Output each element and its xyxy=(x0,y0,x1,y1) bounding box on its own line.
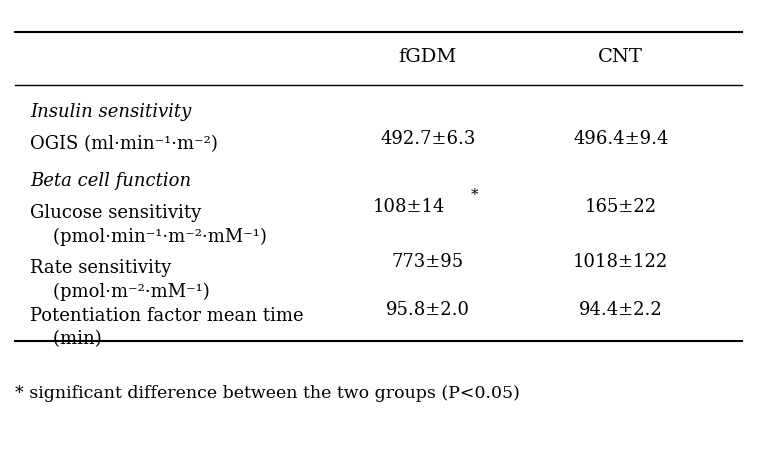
Text: 94.4±2.2: 94.4±2.2 xyxy=(579,301,662,319)
Text: 1018±122: 1018±122 xyxy=(573,253,668,271)
Text: 165±22: 165±22 xyxy=(584,198,657,216)
Text: 496.4±9.4: 496.4±9.4 xyxy=(573,130,668,147)
Text: OGIS (ml·min⁻¹·m⁻²): OGIS (ml·min⁻¹·m⁻²) xyxy=(30,135,218,153)
Text: 95.8±2.0: 95.8±2.0 xyxy=(386,301,469,319)
Text: 108±14: 108±14 xyxy=(372,198,445,216)
Text: 492.7±6.3: 492.7±6.3 xyxy=(380,130,475,147)
Text: CNT: CNT xyxy=(598,48,643,66)
Text: Insulin sensitivity: Insulin sensitivity xyxy=(30,103,192,121)
Text: 773±95: 773±95 xyxy=(391,253,464,271)
Text: * significant difference between the two groups (P<0.05): * significant difference between the two… xyxy=(15,385,520,402)
Text: Glucose sensitivity
    (pmol·min⁻¹·m⁻²·mM⁻¹): Glucose sensitivity (pmol·min⁻¹·m⁻²·mM⁻¹… xyxy=(30,204,267,246)
Text: *: * xyxy=(471,188,478,202)
Text: Rate sensitivity
    (pmol·m⁻²·mM⁻¹): Rate sensitivity (pmol·m⁻²·mM⁻¹) xyxy=(30,259,210,301)
Text: fGDM: fGDM xyxy=(399,48,456,66)
Text: Beta cell function: Beta cell function xyxy=(30,172,192,190)
Text: Potentiation factor mean time
    (min): Potentiation factor mean time (min) xyxy=(30,307,304,349)
